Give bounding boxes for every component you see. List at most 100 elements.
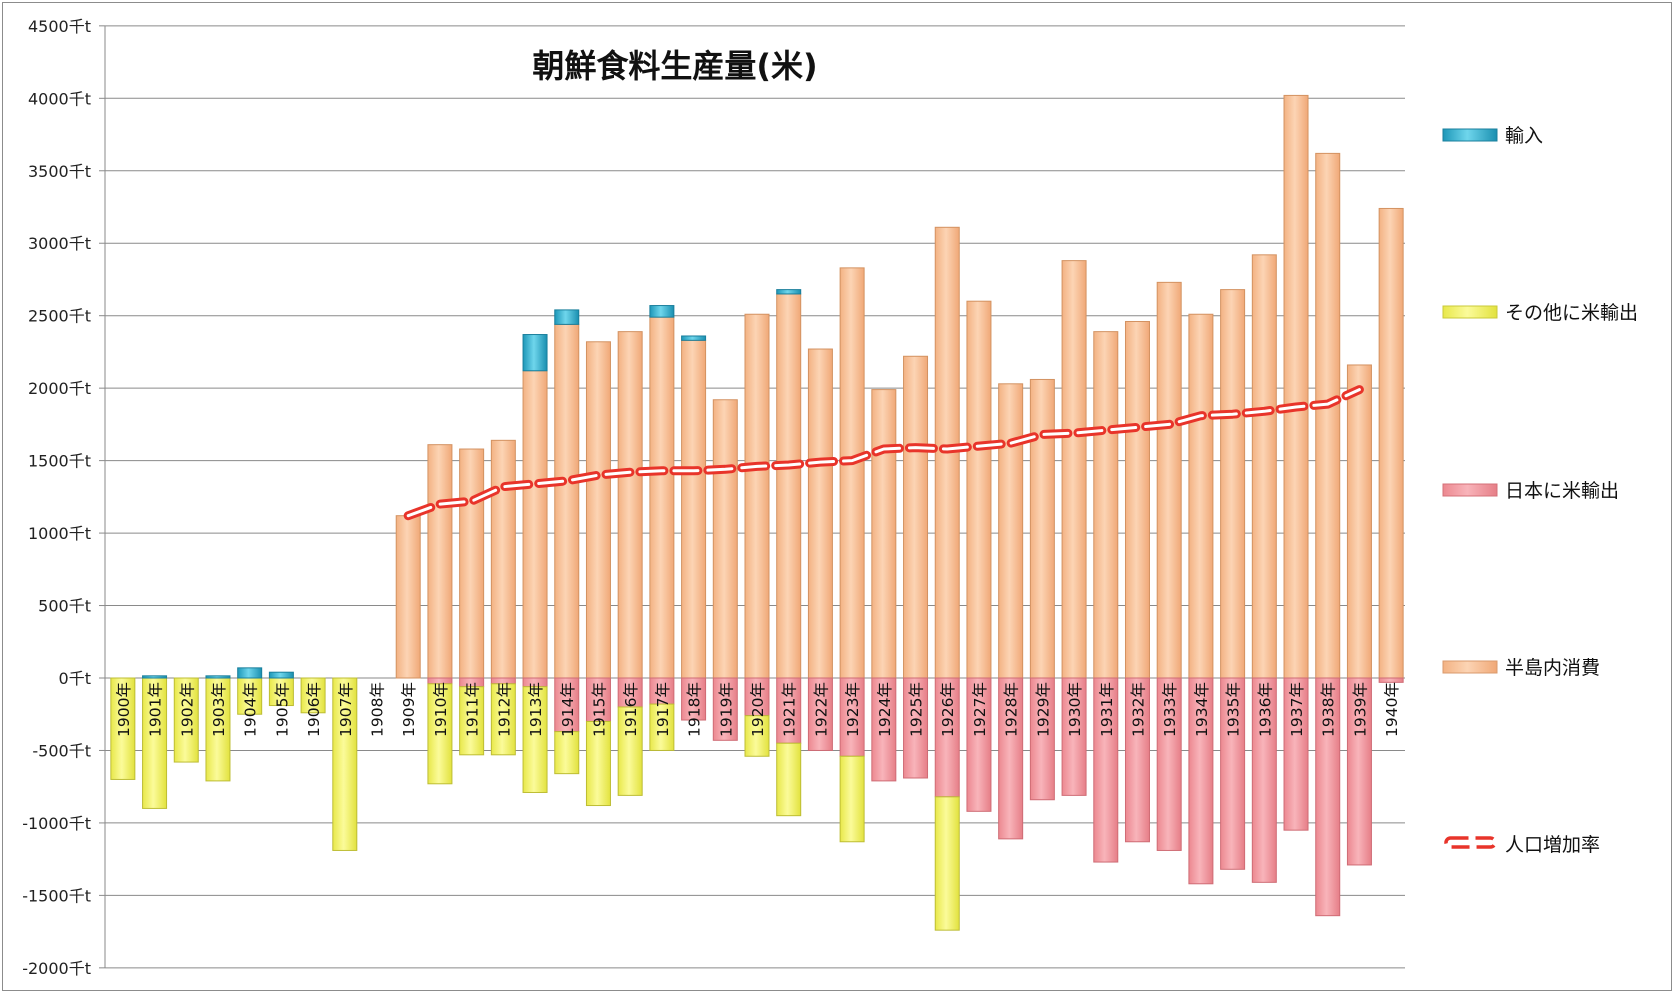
legend-item-import: 輸入 [1442,125,1543,147]
bar-other-export [934,796,960,931]
bar-domestic [649,316,675,679]
bar-domestic [1346,364,1372,679]
x-category-label: 1928年 [1003,682,1021,737]
bar-import [142,675,168,679]
x-category-label: 1926年 [939,682,957,737]
population-line [403,385,1364,521]
bar-other-export [332,677,358,851]
y-tick-label: 4500千t [28,17,91,36]
legend-swatch-domestic [1442,660,1498,674]
bar-japan-export [1093,677,1119,863]
bar-other-export [205,677,231,782]
y-tick-label: -500千t [32,741,91,760]
bar-other-export [142,677,168,809]
bar-import [522,334,548,372]
bar-other-export [268,677,294,707]
bar-domestic [871,389,897,679]
y-tick-label: 0千t [59,669,91,688]
x-category-label: 1902年 [178,682,196,737]
x-category-label: 1905年 [273,682,291,737]
bar-other-export [110,677,136,780]
y-tick-label: 1500千t [28,452,91,471]
bar-japan-export [807,677,833,751]
bar-japan-export [839,677,865,757]
x-category-label: 1927年 [971,682,989,737]
x-category-label: 1913年 [527,682,545,737]
y-tick-label: -1500千t [22,886,91,905]
population-line-inner [406,388,1361,518]
y-tick-label: 1000千t [28,524,91,543]
bar-domestic [459,448,485,679]
bar-domestic [998,383,1024,679]
x-category-label: 1918年 [686,682,704,737]
x-category-label: 1919年 [717,682,735,737]
x-category-label: 1938年 [1320,682,1338,737]
legend-swatch-import [1442,128,1498,142]
bar-japan-export [1188,677,1214,885]
bar-domestic [1061,260,1087,679]
y-tick-label: 500千t [38,597,91,616]
legend-item-other-export: その他に米輸出 [1442,302,1638,324]
x-category-label: 1904年 [242,682,260,737]
bar-domestic [1188,313,1214,679]
bar-domestic [966,300,992,679]
x-category-label: 1932年 [1129,682,1147,737]
x-category-label: 1907年 [337,682,355,737]
legend-label-domestic: 半島内消費 [1505,657,1600,679]
bar-import [554,309,580,325]
bar-domestic [427,444,453,679]
y-tick-label: 2500千t [28,307,91,326]
x-category-label: 1920年 [749,682,767,737]
bar-domestic [744,313,770,679]
y-tick-label: 3500千t [28,162,91,181]
bar-other-export [173,677,199,763]
bar-other-export [427,683,453,785]
bar-japan-export [1378,677,1404,683]
bar-japan-export [617,677,643,708]
bar-japan-export [649,677,675,705]
bar-japan-export [966,677,992,812]
x-category-label: 1911年 [464,682,482,737]
bar-domestic [1378,207,1404,679]
bar-domestic [1251,254,1277,679]
x-category-label: 1903年 [210,682,228,737]
y-tick-label: 4000千t [28,89,91,108]
x-category-label: 1939年 [1351,682,1369,737]
bar-domestic [681,339,707,679]
y-tick-label: -1000千t [22,814,91,833]
x-category-label: 1901年 [147,682,165,737]
legend-label-other-export: その他に米輸出 [1505,302,1638,324]
x-category-label: 1917年 [654,682,672,737]
bar-other-export [839,755,865,843]
bar-domestic [1220,289,1246,679]
bar-japan-export [1061,677,1087,796]
x-category-label: 1940年 [1383,682,1401,737]
y-tick-label: -2000千t [22,959,91,978]
legend-swatch-other-export [1442,305,1498,319]
bar-other-export [776,742,802,817]
bar-domestic [554,323,580,679]
legend-item-population: 人口増加率 [1444,834,1600,856]
bar-other-export [300,677,326,714]
bar-domestic [776,293,802,679]
bar-domestic [1029,378,1055,679]
legend-label-japan-export: 日本に米輸出 [1505,480,1619,502]
bars [110,94,1404,931]
bar-domestic [1093,331,1119,679]
x-category-label: 1909年 [400,682,418,737]
bar-domestic [839,267,865,679]
bar-other-export [522,686,548,793]
bar-import [776,289,802,295]
y-tick-label: 2000千t [28,379,91,398]
bar-domestic [522,370,548,679]
bar-japan-export [1315,677,1341,917]
bar-japan-export [1220,677,1246,870]
x-category-label: 1933年 [1161,682,1179,737]
bar-import [205,675,231,679]
bar-japan-export [681,677,707,721]
x-category-label: 1923年 [844,682,862,737]
x-category-label: 1930年 [1066,682,1084,737]
legend-label-population: 人口増加率 [1505,834,1600,856]
bar-other-export [585,720,611,807]
